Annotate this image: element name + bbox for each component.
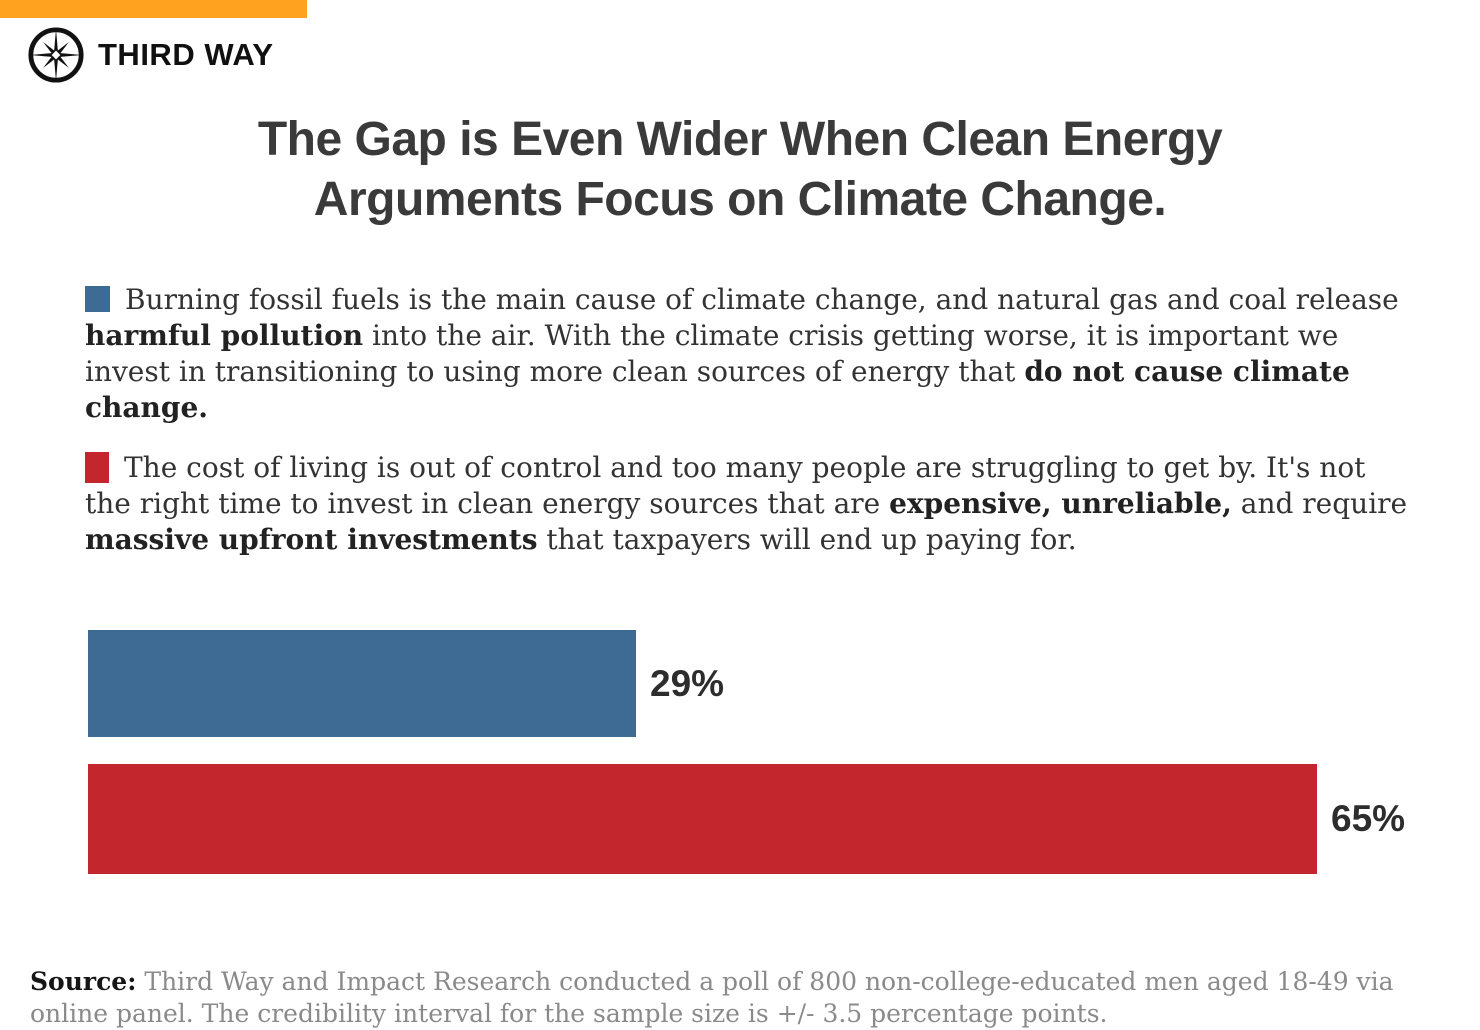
blue-bar [88,630,636,737]
red-bar [88,764,1317,874]
legend-text-bold: massive upfront investments [85,523,538,556]
bar-row-clean-energy: 29% [88,630,1480,737]
legend: Burning fossil fuels is the main cause o… [85,282,1410,582]
legend-text: that taxpayers will end up paying for. [537,523,1077,556]
legend-text: Burning fossil fuels is the main cause o… [125,283,1399,316]
bar-row-cost-of-living: 65% [88,764,1480,874]
legend-text: and require [1231,487,1408,520]
red-legend-swatch [85,452,109,483]
legend-text-bold: expensive, unreliable, [889,487,1232,520]
blue-bar-value-label: 29% [650,662,725,704]
legend-text-bold: harmful pollution [85,319,364,352]
brand-name: THIRD WAY [98,37,274,72]
compass-star-logo-icon [28,27,84,83]
accent-bar [0,0,307,18]
brand-header: THIRD WAY [27,26,274,84]
blue-legend-swatch [85,286,110,312]
page-title-line2: Arguments Focus on Climate Change. [313,173,1167,226]
legend-text: The cost of living is out of control and… [85,451,1366,520]
legend-text: into the air. With the climate crisis ge… [85,319,1339,388]
legend-text-bold: do not cause climate change. [85,355,1350,424]
source-label: Source: [30,967,137,996]
red-bar-value-label: 65% [1331,798,1406,839]
bar-chart: 29% 65% [88,630,1480,874]
source-note: Source: Third Way and Impact Research co… [30,966,1450,1030]
page-title: The Gap is Even Wider When Clean Energy … [0,110,1480,230]
legend-item-cost-of-living: The cost of living is out of control and… [85,450,1410,558]
legend-item-clean-energy: Burning fossil fuels is the main cause o… [85,282,1410,426]
page-title-line1: The Gap is Even Wider When Clean Energy [257,113,1223,166]
source-text: Third Way and Impact Research conducted … [30,967,1394,1028]
